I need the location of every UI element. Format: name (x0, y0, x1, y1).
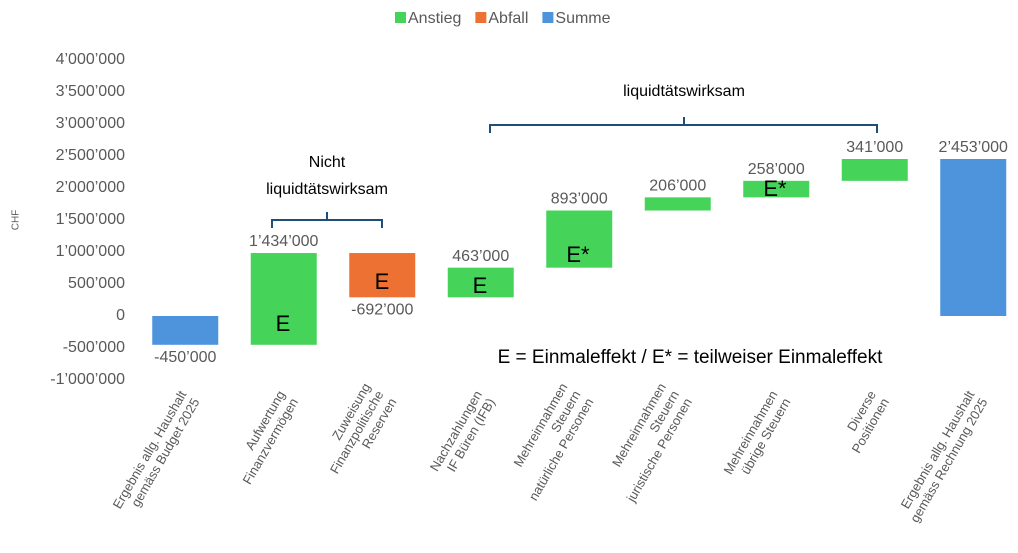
x-tick-label: AufwertungFinanzvermögen (227, 388, 301, 487)
legend-label: Abfall (488, 10, 528, 27)
value-label: 206’000 (649, 178, 706, 195)
value-label: 463’000 (452, 248, 509, 265)
legend-swatch (395, 12, 406, 23)
x-tick-label: Ergebnis allg. Haushaltgemäss Rechnung 2… (894, 388, 991, 525)
legend-label: Anstieg (408, 10, 461, 27)
bar (743, 180, 810, 198)
y-tick-label: 3’000’000 (56, 115, 126, 132)
x-tick-label: DiversePositionen (836, 388, 892, 456)
bar (250, 253, 317, 345)
annotation: Nicht (309, 154, 346, 171)
bar (841, 159, 908, 181)
y-tick-label: -1’000’000 (50, 371, 125, 388)
value-label: 1’434’000 (249, 233, 319, 250)
bracket (271, 212, 383, 228)
bar (152, 316, 219, 345)
label-bg (604, 80, 764, 104)
y-tick-label: 2’500’000 (56, 147, 126, 164)
value-label: 893’000 (551, 191, 608, 208)
value-label: 341’000 (846, 139, 903, 156)
y-tick-label: 4’000’000 (56, 51, 126, 68)
annotation: liquidtätswirksam (623, 83, 745, 100)
annotation: liquidtätswirksam (266, 181, 388, 198)
legend-swatch (475, 12, 487, 23)
y-tick-label: 1’500’000 (56, 211, 126, 228)
value-label: 2’453’000 (939, 139, 1009, 156)
annotation: E* (566, 242, 590, 267)
bar (940, 159, 1007, 316)
x-tick-label: ZuweisungFinanzpolitischeReserven (314, 381, 400, 484)
bracket (489, 117, 878, 133)
y-tick-label: 2’000’000 (56, 179, 126, 196)
annotation: E (375, 269, 390, 294)
annotation: E (473, 273, 488, 298)
x-tick-label: MehreinnahmenSteuernnatürliche Personen (500, 381, 597, 504)
y-tick-label: 500’000 (68, 275, 125, 292)
legend-swatch (542, 12, 554, 23)
bar (349, 253, 416, 298)
y-tick-label: 3’500’000 (56, 83, 126, 100)
x-tick-label: Ergebnis allg. Haushaltgemäss Budget 202… (110, 388, 203, 519)
annotation: E (276, 311, 291, 336)
value-label: -692’000 (351, 302, 413, 319)
bar (447, 267, 514, 298)
x-tick-label: Mehreinnahmenübrige Steuern (721, 388, 794, 484)
x-tick-label: NachzahlungenIF Büren (IFB) (427, 388, 498, 481)
y-tick-label: -500’000 (63, 339, 125, 356)
legend-label: Summe (555, 10, 610, 27)
value-label: 258’000 (748, 161, 805, 178)
y-axis-label: CHF (11, 210, 22, 231)
y-tick-label: 0 (116, 307, 125, 324)
annotation: E* (763, 176, 787, 201)
value-label: -450’000 (154, 349, 216, 366)
x-tick-label: MehreinnahmenSteuernjuristische Personen (597, 381, 695, 506)
annotation: E = Einmaleffekt / E* = teilweiser Einma… (498, 347, 883, 368)
bar (644, 197, 711, 211)
y-tick-label: 1’000’000 (56, 243, 126, 260)
bar (546, 210, 613, 268)
